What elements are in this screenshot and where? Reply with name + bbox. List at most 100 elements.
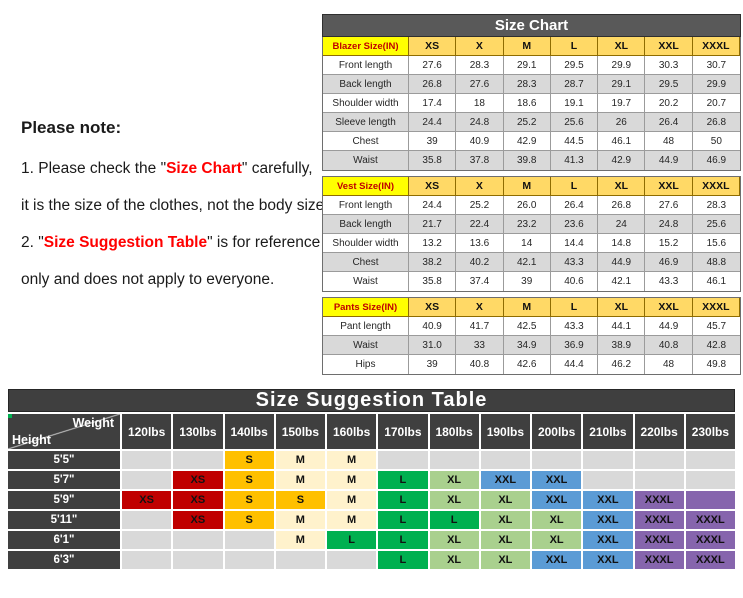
measurement-value: 27.6: [645, 196, 693, 215]
size-chart-section: Blazer Size(IN) XS X M L XL XXL XXXL Front lengt…: [322, 37, 741, 171]
size-suggestion-cell: XXXL: [634, 511, 684, 529]
measurement-label: Front length: [323, 56, 409, 75]
measurement-value: 40.9: [456, 132, 504, 151]
size-column-header: XS: [409, 177, 457, 196]
measurement-label: Front length: [323, 196, 409, 215]
size-column-header: XL: [598, 298, 646, 317]
weight-column-header: 160lbs: [327, 414, 377, 449]
size-suggestion-cell: M: [275, 531, 325, 549]
measurement-row: Waist 31.0 33 34.9 36.9 38.9 40.8 42.8: [323, 336, 740, 355]
size-suggestion-cell: XXXL: [685, 551, 735, 569]
measurement-value: 31.0: [409, 336, 457, 355]
suggestion-body: 5'5" S M M 5'7" XS S M M L XL XXL XXL 5'9" XS XS S S M L XL X…: [8, 451, 735, 569]
size-suggestion-cell: S: [224, 491, 274, 509]
measurement-value: 43.3: [645, 272, 693, 291]
measurement-value: 28.3: [692, 196, 740, 215]
size-suggestion-cell: XXL: [532, 491, 582, 509]
measurement-value: 17.4: [409, 94, 457, 113]
suggestion-row: 6'3" L XL XL XXL XXL XXXL XXXL: [8, 551, 735, 569]
measurement-value: 46.1: [692, 272, 740, 291]
measurement-value: 25.2: [456, 196, 504, 215]
measurement-value: 42.5: [503, 317, 551, 336]
size-suggestion-cell: L: [378, 551, 428, 569]
measurement-row: Chest 39 40.9 42.9 44.5 46.1 48 50: [323, 132, 740, 151]
measurement-row: Front length 27.6 28.3 29.1 29.5 29.9 30.3 30.7: [323, 56, 740, 75]
note-text: " is for reference: [207, 234, 321, 251]
measurement-label: Chest: [323, 253, 409, 272]
section-header-row: Blazer Size(IN) XS X M L XL XXL XXXL: [323, 37, 740, 56]
size-chart-body: Blazer Size(IN) XS X M L XL XXL XXXL Front lengt…: [322, 37, 741, 375]
size-suggestion-cell: XL: [480, 551, 530, 569]
measurement-value: 41.3: [550, 151, 599, 170]
size-chart-title: Size Chart: [322, 14, 741, 37]
height-row-label: 5'5": [8, 451, 120, 469]
measurement-value: 49.8: [692, 355, 740, 374]
size-column-header: L: [550, 177, 599, 196]
measurement-value: 44.9: [598, 253, 646, 272]
measurement-value: 44.1: [598, 317, 646, 336]
highlighted-phrase: Size Chart: [166, 160, 242, 177]
note-text: only and does not apply to everyone.: [21, 271, 275, 288]
measurement-value: 28.3: [456, 56, 504, 75]
height-row-label: 6'1": [8, 531, 120, 549]
measurement-value: 23.6: [550, 215, 599, 234]
measurement-value: 46.9: [692, 151, 740, 170]
size-suggestion-table: Size Suggestion Table Weight Height 120l…: [8, 389, 735, 569]
measurement-row: Waist 35.8 37.8 39.8 41.3 42.9 44.9 46.9: [323, 151, 740, 170]
measurement-value: 42.9: [598, 151, 646, 170]
note-text: 1. Please check the ": [21, 160, 167, 177]
size-suggestion-cell: S: [224, 451, 274, 469]
measurement-value: 44.5: [550, 132, 599, 151]
note-text: " carefully,: [241, 160, 313, 177]
measurement-value: 34.9: [503, 336, 551, 355]
size-suggestion-cell: [173, 451, 223, 469]
size-suggestion-cell: L: [378, 531, 428, 549]
size-suggestion-cell: [429, 451, 479, 469]
measurement-value: 14.4: [550, 234, 599, 253]
measurement-label: Back length: [323, 75, 409, 94]
size-column-header: XS: [409, 298, 457, 317]
suggestion-header-row: Weight Height 120lbs 130lbs 140lbs 150lbs 16…: [8, 414, 735, 449]
weight-column-header: 120lbs: [122, 414, 172, 449]
weight-column-header: 170lbs: [378, 414, 428, 449]
size-column-header: M: [503, 37, 551, 56]
note-line: only and does not apply to everyone.: [21, 270, 323, 290]
measurement-row: Waist 35.8 37.4 39 40.6 42.1 43.3 46.1: [323, 272, 740, 291]
size-suggestion-cell: XXXL: [685, 531, 735, 549]
note-block: Please note: 1. Please check the "Size C…: [21, 118, 329, 307]
section-header-row: Vest Size(IN) XS X M L XL XXL XXXL: [323, 177, 740, 196]
measurement-value: 44.9: [645, 151, 693, 170]
measurement-value: 43.3: [550, 253, 599, 272]
measurement-value: 24.8: [645, 215, 693, 234]
size-suggestion-cell: [685, 491, 735, 509]
size-column-header: L: [550, 298, 599, 317]
measurement-value: 29.5: [550, 56, 599, 75]
measurement-value: 40.6: [550, 272, 599, 291]
measurement-value: 40.8: [456, 355, 504, 374]
height-row-label: 5'11": [8, 511, 120, 529]
measurement-value: 40.2: [456, 253, 504, 272]
measurement-value: 24.4: [409, 196, 457, 215]
measurement-value: 13.2: [409, 234, 457, 253]
size-suggestion-cell: M: [327, 511, 377, 529]
size-suggestion-cell: [122, 531, 172, 549]
measurement-value: 14.8: [598, 234, 646, 253]
size-column-header: XXXL: [692, 37, 740, 56]
suggestion-row: 5'11" XS S M M L L XL XL XXL XXXL XXXL: [8, 511, 735, 529]
measurement-value: 18.6: [503, 94, 551, 113]
note-text: 2. ": [21, 234, 44, 251]
section-header-label: Blazer Size(IN): [323, 37, 409, 56]
note-line: it is the size of the clothes, not the b…: [21, 196, 329, 216]
size-column-header: X: [456, 298, 504, 317]
measurement-label: Shoulder width: [323, 234, 409, 253]
size-suggestion-cell: L: [327, 531, 377, 549]
size-column-header: XXL: [645, 177, 693, 196]
weight-column-header: 130lbs: [173, 414, 223, 449]
size-suggestion-cell: [532, 451, 582, 469]
size-suggestion-cell: XL: [480, 531, 530, 549]
measurement-row: Shoulder width 17.4 18 18.6 19.1 19.7 20.2 20.7: [323, 94, 740, 113]
measurement-value: 44.9: [645, 317, 693, 336]
size-suggestion-cell: S: [224, 471, 274, 489]
note-line: 2. "Size Suggestion Table" is for refere…: [21, 233, 323, 253]
measurement-value: 15.6: [692, 234, 740, 253]
